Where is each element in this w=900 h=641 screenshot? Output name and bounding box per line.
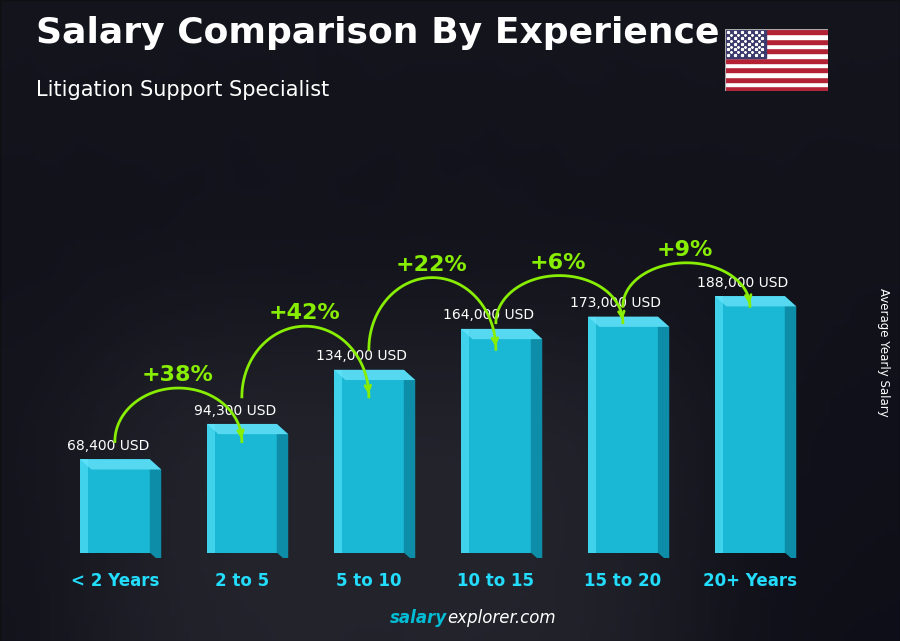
Text: salary: salary xyxy=(390,609,447,627)
Text: 68,400 USD: 68,400 USD xyxy=(67,439,149,453)
Polygon shape xyxy=(588,317,597,553)
Polygon shape xyxy=(277,424,288,563)
Polygon shape xyxy=(207,424,288,434)
Polygon shape xyxy=(207,424,215,553)
Bar xyxy=(724,34,828,39)
Polygon shape xyxy=(461,329,531,553)
Text: 134,000 USD: 134,000 USD xyxy=(317,349,408,363)
Bar xyxy=(724,49,828,53)
Text: +38%: +38% xyxy=(141,365,213,385)
Text: +9%: +9% xyxy=(657,240,714,260)
Polygon shape xyxy=(658,317,670,563)
Polygon shape xyxy=(461,329,469,553)
Text: 164,000 USD: 164,000 USD xyxy=(444,308,535,322)
Text: +6%: +6% xyxy=(530,253,587,272)
Polygon shape xyxy=(461,329,542,339)
Polygon shape xyxy=(80,459,149,553)
Polygon shape xyxy=(80,459,161,469)
Bar xyxy=(724,29,766,58)
Polygon shape xyxy=(207,424,277,553)
Bar xyxy=(724,72,828,77)
Polygon shape xyxy=(334,370,415,380)
Bar xyxy=(724,81,828,87)
Text: Salary Comparison By Experience: Salary Comparison By Experience xyxy=(36,16,719,50)
Polygon shape xyxy=(785,296,796,563)
Text: +42%: +42% xyxy=(268,303,340,323)
Polygon shape xyxy=(715,296,724,553)
Bar xyxy=(724,53,828,58)
Polygon shape xyxy=(531,329,542,563)
Text: 173,000 USD: 173,000 USD xyxy=(571,296,662,310)
Polygon shape xyxy=(715,296,785,553)
Polygon shape xyxy=(588,317,670,327)
Polygon shape xyxy=(588,317,658,553)
Bar xyxy=(724,39,828,44)
Polygon shape xyxy=(715,296,796,306)
Polygon shape xyxy=(149,459,161,563)
Bar xyxy=(724,44,828,49)
Bar xyxy=(724,58,828,63)
Bar xyxy=(724,87,828,91)
Text: Litigation Support Specialist: Litigation Support Specialist xyxy=(36,80,329,100)
Polygon shape xyxy=(334,370,342,553)
Text: explorer.com: explorer.com xyxy=(447,609,556,627)
Text: Average Yearly Salary: Average Yearly Salary xyxy=(878,288,890,417)
Bar xyxy=(724,29,828,34)
Text: 188,000 USD: 188,000 USD xyxy=(698,276,788,290)
Text: +22%: +22% xyxy=(395,254,467,274)
Text: 94,300 USD: 94,300 USD xyxy=(194,404,276,417)
Polygon shape xyxy=(404,370,415,563)
Polygon shape xyxy=(334,370,404,553)
Bar xyxy=(724,63,828,67)
Bar xyxy=(724,67,828,72)
Bar xyxy=(724,77,828,81)
Polygon shape xyxy=(80,459,88,553)
